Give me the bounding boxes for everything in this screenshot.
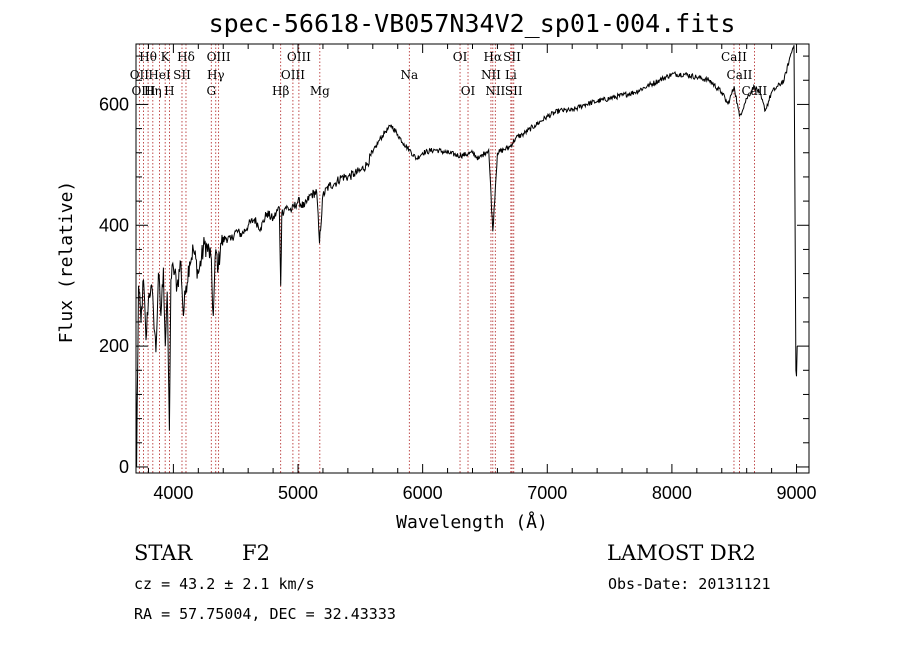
- line-label: Li: [505, 68, 517, 82]
- line-label: OII: [130, 68, 150, 82]
- survey-name: LAMOST DR2: [607, 541, 756, 565]
- line-label: H: [164, 84, 174, 98]
- y-tick-label: 0: [119, 457, 129, 477]
- observation-date: Obs-Date: 20131121: [608, 575, 771, 593]
- chart-title: spec-56618-VB057N34V2_sp01-004.fits: [209, 9, 736, 38]
- object-subclass: F2: [242, 541, 270, 565]
- line-label: OI: [461, 84, 476, 98]
- line-label: OI: [453, 50, 468, 64]
- line-label: G: [206, 84, 216, 98]
- flux-series-line: [135, 45, 798, 468]
- line-label: HeI: [148, 68, 171, 82]
- coordinates-readout: RA = 57.75004, DEC = 32.43333: [134, 605, 396, 623]
- x-tick-label: 7000: [527, 483, 567, 503]
- y-tick-label: 600: [99, 94, 129, 114]
- line-label: OIII: [287, 50, 311, 64]
- line-label: OIII: [281, 68, 305, 82]
- line-label: CaII: [727, 68, 753, 82]
- line-label: Hη: [144, 84, 162, 98]
- object-class: STAR: [134, 541, 193, 565]
- redshift-readout: cz = 43.2 ± 2.1 km/s: [134, 575, 315, 593]
- y-axis-label: Flux (relative): [56, 181, 77, 344]
- line-label: K: [161, 50, 171, 64]
- x-tick-label: 4000: [153, 483, 193, 503]
- axis-ticks: 4000 5000 6000 7000 8000 9000 0 200 400 600: [99, 44, 817, 503]
- x-tick-label: 9000: [777, 483, 817, 503]
- line-label: Hα: [484, 50, 503, 64]
- spectral-line-markers: [138, 44, 755, 473]
- line-label: SII: [503, 50, 521, 64]
- x-tick-label: 6000: [403, 483, 443, 503]
- line-label: CaII: [721, 50, 747, 64]
- line-label: Mg: [310, 84, 330, 98]
- line-label: NII: [485, 84, 505, 98]
- y-tick-label: 400: [99, 215, 129, 235]
- line-label: OIII: [207, 50, 231, 64]
- line-label: Hδ: [177, 50, 195, 64]
- line-label: Na: [400, 68, 418, 82]
- x-tick-label: 8000: [652, 483, 692, 503]
- line-label: Hγ: [207, 68, 225, 82]
- x-tick-label: 5000: [278, 483, 318, 503]
- plot-frame: [135, 43, 810, 474]
- line-label: Hθ: [139, 50, 157, 64]
- line-label: SII: [173, 68, 191, 82]
- line-label: NII: [481, 68, 501, 82]
- x-axis-label: Wavelength (Å): [396, 511, 548, 533]
- y-tick-label: 200: [99, 336, 129, 356]
- line-label: Hβ: [272, 84, 289, 98]
- line-label: SII: [505, 84, 523, 98]
- line-label: OIII: [131, 84, 155, 98]
